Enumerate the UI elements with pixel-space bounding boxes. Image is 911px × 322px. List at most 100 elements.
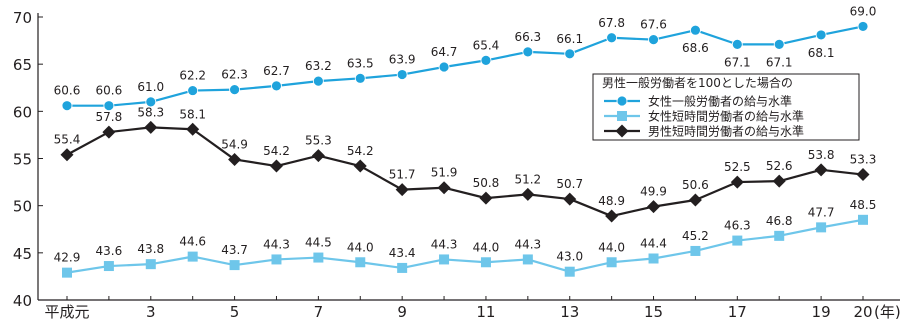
data-point xyxy=(145,259,156,270)
data-point xyxy=(479,191,493,205)
data-label: 50.7 xyxy=(556,177,583,191)
data-label: 63.2 xyxy=(305,59,332,73)
data-label: 44.0 xyxy=(347,240,374,254)
data-label: 44.6 xyxy=(179,235,206,249)
data-label: 62.2 xyxy=(179,69,206,83)
x-tick-label: 11 xyxy=(476,303,495,321)
data-label: 69.0 xyxy=(850,4,877,18)
data-point xyxy=(647,200,661,214)
data-point xyxy=(732,235,743,246)
y-tick-label: 40 xyxy=(13,292,32,310)
data-label: 63.9 xyxy=(389,53,416,67)
data-point xyxy=(187,85,199,96)
data-point xyxy=(564,48,576,60)
data-point xyxy=(648,34,659,46)
data-point xyxy=(438,61,450,73)
data-label: 54.2 xyxy=(347,144,374,158)
series-2 xyxy=(60,120,870,223)
legend-label: 女性一般労働者の給与水準 xyxy=(648,94,792,109)
data-point xyxy=(606,257,617,268)
data-point xyxy=(564,266,575,277)
axes: 40 45 50 55 60 65 70 平成元 3 5 7 9 11 13 15 17 19 20 xyxy=(13,9,900,321)
data-point xyxy=(521,187,535,201)
data-point xyxy=(186,122,200,136)
data-label: 52.6 xyxy=(766,159,793,173)
data-label: 60.6 xyxy=(96,84,123,98)
data-point xyxy=(688,193,702,207)
data-label: 45.2 xyxy=(682,229,709,243)
legend-swatch-marker xyxy=(615,124,629,138)
data-label: 60.6 xyxy=(54,84,81,98)
data-point xyxy=(480,54,492,66)
x-tick-label: 17 xyxy=(728,303,747,321)
data-label: 51.2 xyxy=(514,172,541,186)
data-point xyxy=(396,69,408,80)
data-point xyxy=(690,24,701,36)
data-point xyxy=(311,149,325,163)
data-label: 43.0 xyxy=(556,250,583,264)
data-label: 65.4 xyxy=(473,38,500,52)
x-tick-label: 7 xyxy=(314,303,324,321)
data-point xyxy=(144,120,158,134)
data-point xyxy=(354,72,366,84)
data-label: 55.4 xyxy=(54,133,81,147)
series-line xyxy=(66,218,864,274)
data-point xyxy=(815,29,827,41)
data-label: 66.1 xyxy=(556,32,583,46)
data-label: 44.5 xyxy=(305,236,332,250)
legend-label: 男性短時間労働者の給与水準 xyxy=(648,124,804,139)
series-line xyxy=(66,126,864,218)
series-1 xyxy=(62,214,868,278)
legend-label: 女性短時間労働者の給与水準 xyxy=(648,109,804,124)
data-point xyxy=(229,260,240,271)
data-label: 62.7 xyxy=(263,64,290,78)
data-point xyxy=(731,38,743,50)
data-point xyxy=(772,174,786,188)
data-label: 44.4 xyxy=(640,236,667,250)
data-label: 55.3 xyxy=(305,134,332,148)
data-label: 53.3 xyxy=(850,153,877,167)
data-point xyxy=(648,253,659,264)
y-tick-label: 55 xyxy=(13,151,32,169)
data-label: 67.8 xyxy=(598,16,625,30)
data-point xyxy=(313,252,324,263)
data-point xyxy=(103,261,114,272)
data-point xyxy=(228,152,242,166)
data-point xyxy=(229,84,240,96)
x-tick-label: 20 xyxy=(853,303,872,321)
data-label: 67.1 xyxy=(724,55,751,69)
y-tick-label: 50 xyxy=(13,198,32,216)
data-label: 61.0 xyxy=(137,80,164,94)
data-point xyxy=(856,168,870,182)
data-point xyxy=(355,257,366,268)
data-point xyxy=(522,254,533,265)
data-label: 54.9 xyxy=(221,137,248,151)
data-label: 67.1 xyxy=(766,55,793,69)
data-label: 44.3 xyxy=(514,237,541,251)
data-point xyxy=(395,183,409,197)
data-point xyxy=(437,181,451,195)
data-label: 62.3 xyxy=(221,68,248,82)
data-point xyxy=(690,245,701,256)
data-point xyxy=(606,32,618,44)
data-point xyxy=(773,38,785,50)
x-tick-label: 9 xyxy=(397,303,407,321)
series-layer xyxy=(60,21,870,278)
data-point xyxy=(605,209,619,223)
data-label: 57.8 xyxy=(96,110,123,124)
data-point xyxy=(61,100,73,112)
data-point xyxy=(103,100,115,112)
x-tick-label: 15 xyxy=(644,303,663,321)
data-point xyxy=(102,125,116,139)
data-label: 66.3 xyxy=(514,30,541,44)
data-label: 48.9 xyxy=(598,194,625,208)
legend: 男性一般労働者を100とした場合の 女性一般労働者の給与水準女性短時間労働者の給… xyxy=(592,73,860,141)
series-line xyxy=(67,25,864,107)
data-label: 44.3 xyxy=(431,237,458,251)
data-point xyxy=(774,230,785,241)
data-label: 49.9 xyxy=(640,185,667,199)
data-point xyxy=(816,222,827,233)
data-label: 43.7 xyxy=(221,243,248,257)
y-tick-label: 45 xyxy=(13,245,32,263)
